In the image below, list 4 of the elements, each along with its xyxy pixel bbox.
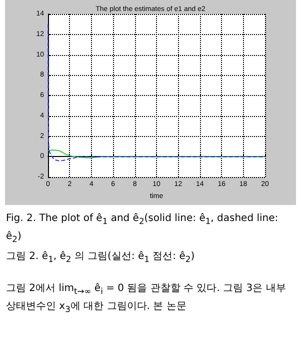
text: 그림 2. ê$_{1}$, ê$_{2}$ 의 그림(실선: ê$_{1}$ 점선: ê$_{2}$) [6,251,195,264]
text: Fig. 2. The plot of ê$_{1}$ and ê$_{2}$(solid line: ê$_{1}$, dashed line: ê$_{2}$) [6,213,278,244]
text: 그림 2에서 lim$_{t→∞}$ ê$_{i}$ = 0 됨을 관찰할 수 있다. 그림 3은 내부 상태변수인 x$_{3}$에 대한 그림이다. 본 논문 [6,283,286,314]
line-series [48,24,266,162]
